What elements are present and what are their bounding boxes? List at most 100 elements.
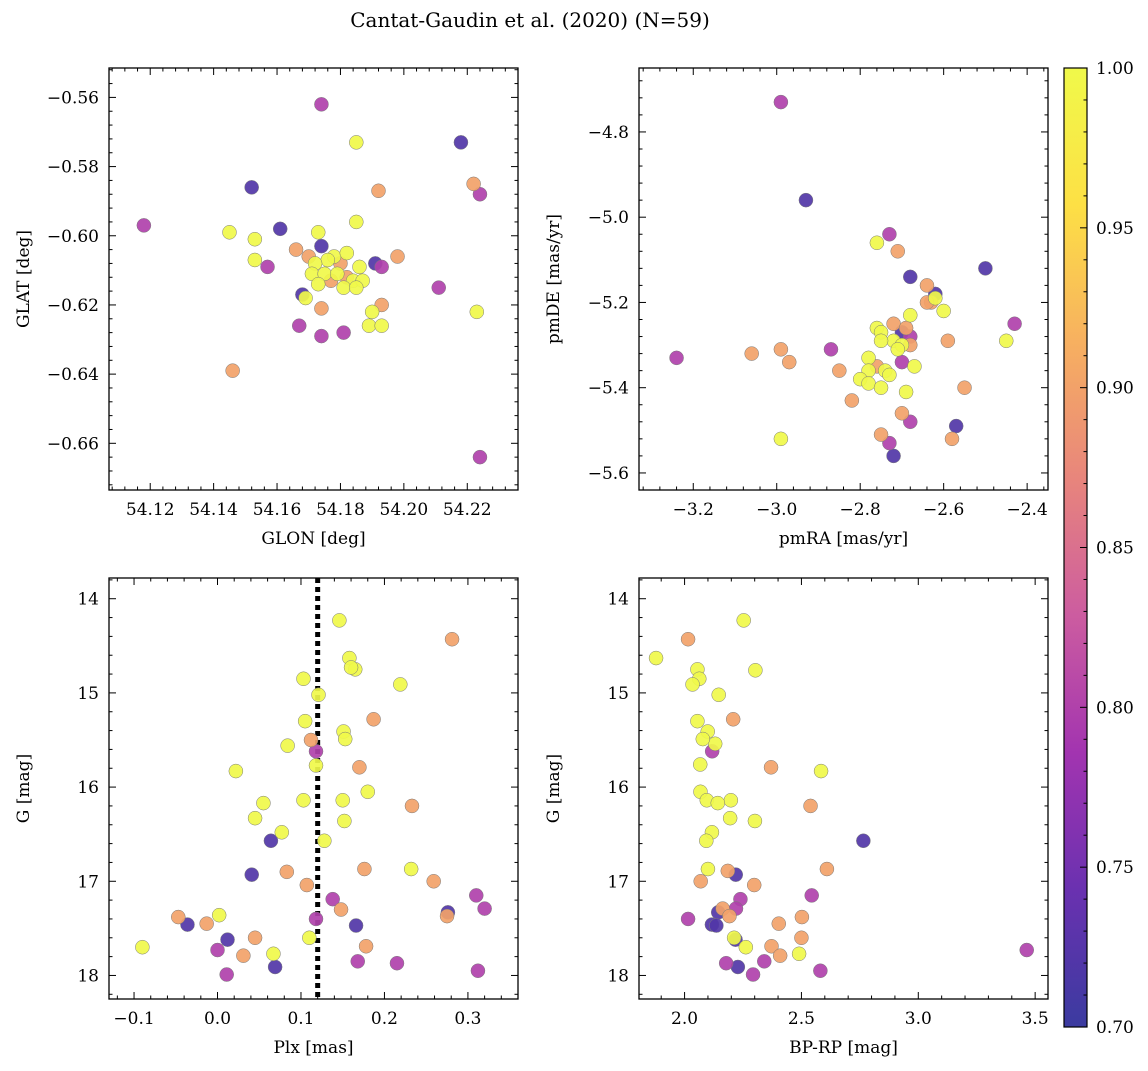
data-point <box>311 687 326 703</box>
x-tick-label: −2.8 <box>840 500 881 520</box>
data-point <box>352 760 367 775</box>
data-point <box>1007 316 1022 332</box>
data-point <box>280 738 295 753</box>
x-tick-label: 0.1 <box>287 1009 314 1029</box>
data-point <box>1019 942 1034 958</box>
data-point <box>311 225 326 240</box>
x-tick-label: 54.22 <box>443 500 492 520</box>
data-point <box>336 325 351 340</box>
colorbar-tick-label: 0.70 <box>1096 1018 1134 1038</box>
y-tick-label: −5.4 <box>588 379 629 399</box>
panel-cmd-color: 2.0 2.5 3.0 3.5 14 15 16 17 18 BP-RP [mag] G [mag] <box>544 577 1049 1058</box>
data-point <box>813 963 828 978</box>
plot-frame <box>108 577 519 1000</box>
data-point <box>928 290 943 306</box>
data-point <box>948 418 964 434</box>
data-point <box>699 833 714 849</box>
data-point <box>710 795 726 811</box>
data-point <box>469 304 485 320</box>
data-point <box>738 939 754 955</box>
y-tick-label: −0.58 <box>47 158 99 178</box>
scatter-points <box>135 578 492 999</box>
data-point <box>247 930 263 946</box>
data-point <box>364 304 380 320</box>
data-point <box>348 918 364 933</box>
data-point <box>371 183 386 199</box>
data-point <box>692 757 708 772</box>
data-point <box>763 760 779 775</box>
data-point <box>274 825 290 840</box>
data-point <box>390 249 405 264</box>
data-point <box>426 874 441 889</box>
colorbar-tick-label: 1.00 <box>1096 59 1134 79</box>
y-tick-label: −0.60 <box>47 227 99 247</box>
y-tick-label: 15 <box>607 684 629 704</box>
data-point <box>303 732 319 748</box>
data-point <box>314 301 329 316</box>
data-point <box>244 180 259 195</box>
data-point <box>404 798 420 814</box>
data-point <box>136 218 152 233</box>
data-point <box>236 948 251 963</box>
data-point <box>296 671 311 687</box>
data-point <box>747 813 763 829</box>
data-point <box>358 939 374 954</box>
data-point <box>823 342 839 357</box>
x-axis-label: pmRA [mas/yr] <box>779 529 908 549</box>
data-point <box>873 427 889 442</box>
data-point <box>685 677 700 692</box>
data-point <box>317 833 332 849</box>
data-point <box>444 631 460 647</box>
data-point <box>361 318 377 333</box>
x-tick-label: 3.5 <box>1022 1009 1049 1029</box>
data-point <box>999 333 1014 349</box>
data-point <box>748 663 763 678</box>
data-point <box>798 192 814 208</box>
data-point <box>308 911 324 927</box>
x-tick-label: 0.2 <box>371 1009 398 1029</box>
data-point <box>247 252 263 268</box>
data-point <box>773 94 789 110</box>
colorbar-tick-label: 0.90 <box>1096 379 1134 399</box>
y-tick-label: 14 <box>77 590 99 610</box>
data-point <box>199 916 214 931</box>
data-point <box>469 888 484 903</box>
y-tick-label: 16 <box>607 778 629 798</box>
data-point <box>225 363 240 378</box>
data-point <box>722 908 737 924</box>
data-point <box>757 954 772 969</box>
data-point <box>903 269 918 285</box>
x-axis-label: BP-RP [mag] <box>789 1038 898 1058</box>
x-axis-label: GLON [deg] <box>261 529 365 549</box>
data-point <box>813 763 829 779</box>
data-point <box>907 359 922 374</box>
data-point <box>773 431 789 447</box>
scatter-points <box>136 97 488 465</box>
data-point <box>804 888 819 903</box>
data-point <box>772 948 788 963</box>
data-point <box>332 613 347 628</box>
data-point <box>882 226 897 242</box>
data-point <box>861 376 876 391</box>
data-point <box>745 967 761 982</box>
y-tick-label: 18 <box>77 966 99 986</box>
data-point <box>135 939 150 955</box>
data-point <box>680 631 696 647</box>
data-point <box>298 290 313 306</box>
data-point <box>832 363 847 378</box>
x-tick-label: 54.14 <box>189 500 238 520</box>
data-point <box>320 252 336 268</box>
x-tick-label: −3.2 <box>673 500 714 520</box>
y-axis-label: G [mag] <box>14 754 34 823</box>
data-point <box>314 328 329 344</box>
data-point <box>886 448 901 464</box>
data-point <box>350 954 365 969</box>
data-point <box>709 918 724 933</box>
data-point <box>781 354 797 370</box>
data-point <box>700 861 716 877</box>
y-axis-label: GLAT [deg] <box>14 230 34 328</box>
data-point <box>919 278 935 293</box>
data-point <box>957 380 972 395</box>
data-point <box>856 833 871 849</box>
data-point <box>431 280 446 295</box>
